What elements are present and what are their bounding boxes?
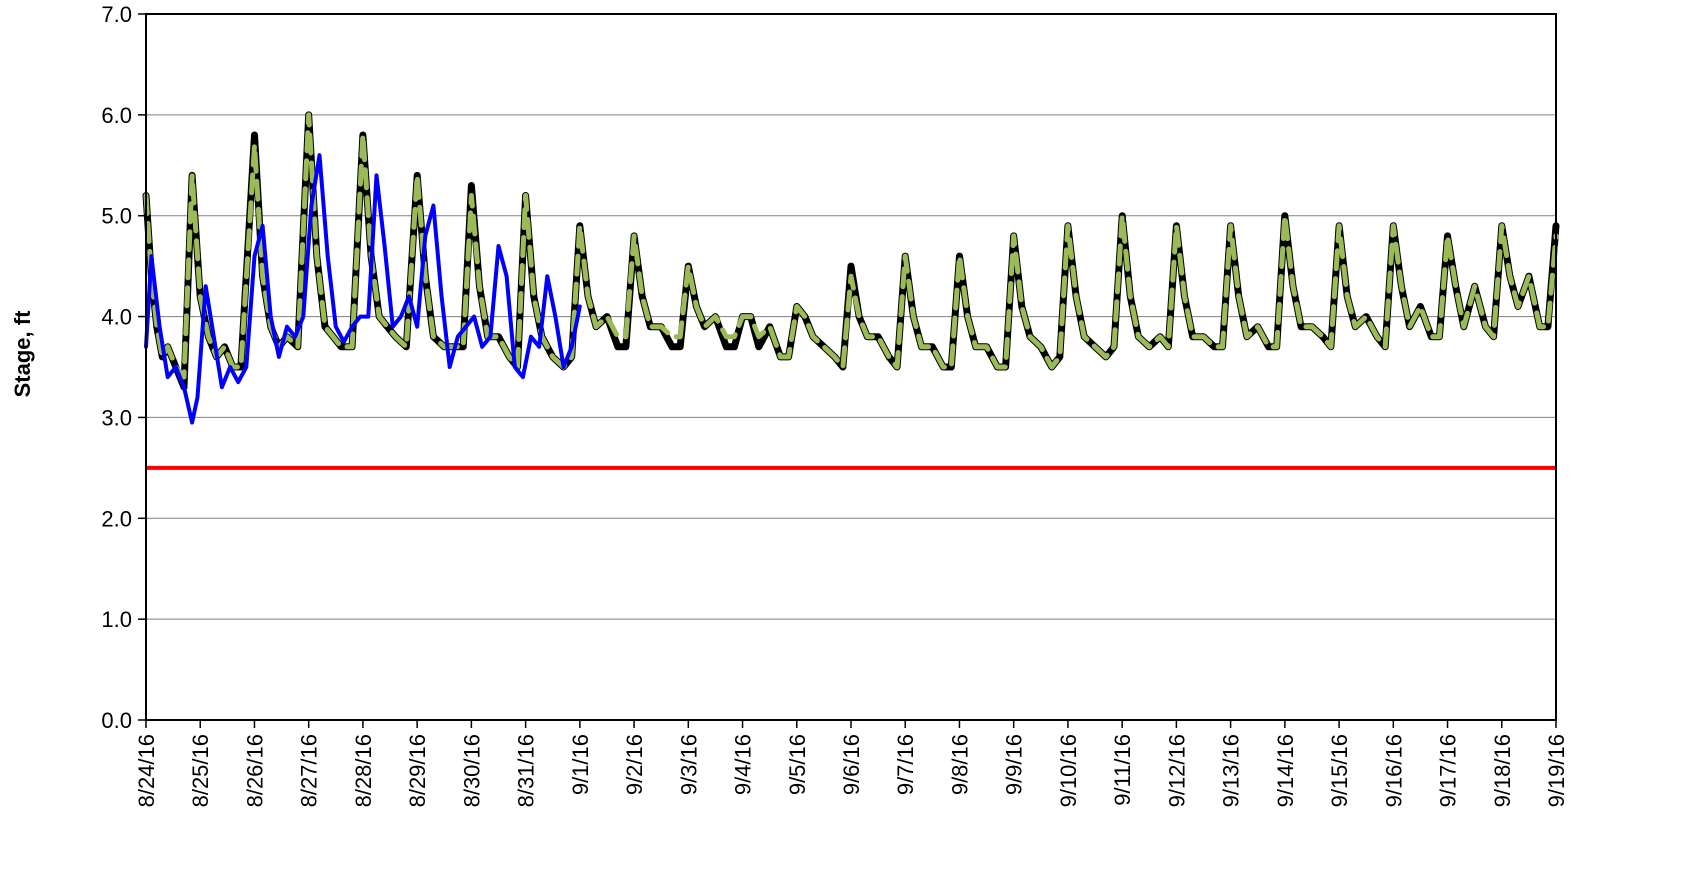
- x-tick-label: 9/17/16: [1436, 734, 1461, 807]
- label-layer: 0.0 1.0 2.0 3.0 4.0 5.0 6.0 7.0 8/24/16 8/25/16 8/…: [10, 2, 1569, 807]
- x-tick-label: 9/7/16: [893, 734, 918, 795]
- x-tick-label: 9/18/16: [1490, 734, 1515, 807]
- x-tick-label: 8/24/16: [134, 734, 159, 807]
- x-tick-label: 9/3/16: [676, 734, 701, 795]
- x-tick-label: 9/11/16: [1110, 734, 1135, 806]
- y-tick-label: 4.0: [101, 305, 132, 330]
- x-tick-label: 9/8/16: [947, 734, 972, 795]
- x-tick-label: 8/25/16: [188, 734, 213, 807]
- x-tick-label: 9/6/16: [839, 734, 864, 795]
- y-axis-title: Stage, ft: [10, 310, 35, 397]
- y-tick-label: 0.0: [101, 708, 132, 733]
- x-tick-label: 9/15/16: [1327, 734, 1352, 807]
- series-blue-line: [144, 153, 582, 425]
- y-tick-label: 1.0: [101, 607, 132, 632]
- x-tick-label: 8/26/16: [242, 734, 267, 807]
- x-tick-label: 9/16/16: [1381, 734, 1406, 807]
- y-tick-label: 5.0: [101, 204, 132, 229]
- y-tick-label: 6.0: [101, 103, 132, 128]
- x-tick-label: 9/13/16: [1219, 734, 1244, 807]
- x-tick-label: 9/10/16: [1056, 734, 1081, 807]
- y-tick-label: 7.0: [101, 2, 132, 27]
- series-green-dashed-line: [143, 112, 1559, 380]
- x-tick-label: 9/4/16: [731, 734, 756, 795]
- x-tick-label: 9/12/16: [1164, 734, 1189, 807]
- y-tick-label: 2.0: [101, 506, 132, 531]
- x-tick-label: 9/14/16: [1273, 734, 1298, 807]
- x-tick-label: 8/27/16: [297, 734, 322, 807]
- plot-frame: [145, 13, 1557, 721]
- x-tick-label: 8/28/16: [351, 734, 376, 807]
- x-tick-label: 8/30/16: [459, 734, 484, 807]
- y-tick-label: 3.0: [101, 405, 132, 430]
- x-tick-label: 9/2/16: [622, 734, 647, 795]
- x-tick-label: 9/5/16: [785, 734, 810, 795]
- x-tick-label: 8/29/16: [405, 734, 430, 807]
- axis-layer: [138, 13, 1557, 728]
- x-tick-label: 9/19/16: [1544, 734, 1569, 807]
- x-tick-label: 8/31/16: [514, 734, 539, 807]
- x-tick-label: 9/1/16: [568, 734, 593, 795]
- x-tick-label: 9/9/16: [1002, 734, 1027, 795]
- series-layer: [142, 111, 1560, 470]
